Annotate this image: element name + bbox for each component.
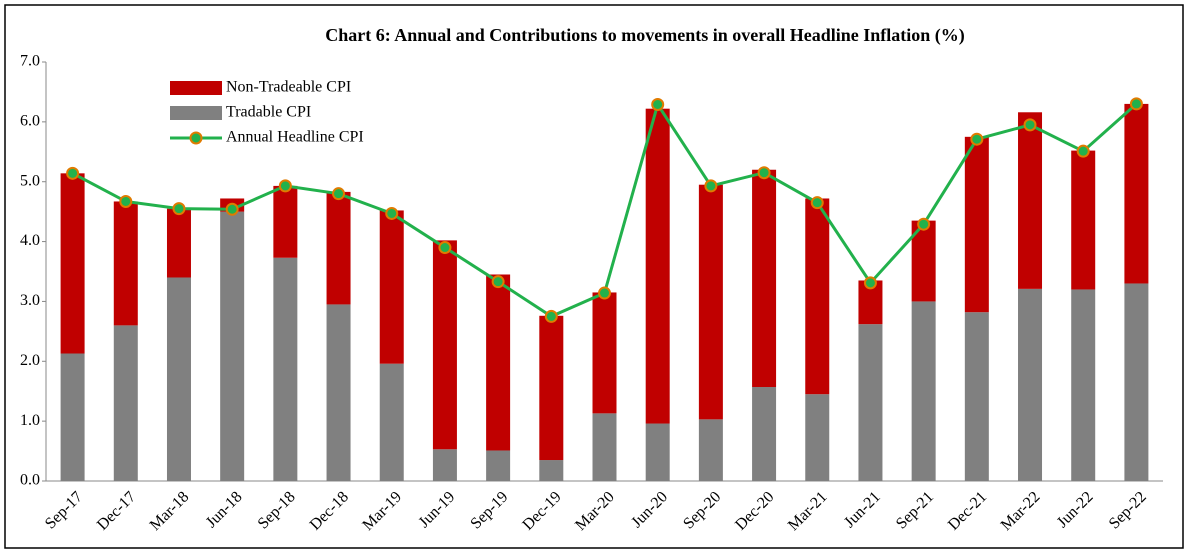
y-tick-label: 4.0 <box>20 232 40 249</box>
bar <box>60 353 85 481</box>
bar <box>539 460 564 481</box>
bar <box>326 191 351 305</box>
marker <box>1129 97 1143 111</box>
bar <box>858 324 883 481</box>
bar <box>432 449 457 481</box>
legend-swatch <box>170 106 222 120</box>
legend-swatch <box>170 81 222 95</box>
marker <box>491 275 505 289</box>
legend-marker <box>189 131 203 145</box>
bar <box>698 419 723 481</box>
marker <box>1023 118 1037 132</box>
bar <box>592 292 617 414</box>
marker <box>598 286 611 300</box>
marker <box>757 166 771 180</box>
bar <box>1018 288 1043 481</box>
marker <box>863 276 877 290</box>
bar <box>805 198 830 395</box>
marker <box>332 187 346 201</box>
bar <box>752 169 777 388</box>
bar <box>60 173 85 354</box>
bar <box>379 363 404 481</box>
bar <box>805 394 830 481</box>
legend-label: Tradable CPI <box>226 104 311 121</box>
bar <box>698 184 723 420</box>
bar <box>1124 103 1149 284</box>
marker <box>225 202 239 216</box>
bar <box>592 413 617 481</box>
bar <box>486 450 511 481</box>
y-tick-label: 7.0 <box>20 53 40 70</box>
bar <box>645 108 670 424</box>
bar <box>1071 150 1096 290</box>
y-tick-label: 2.0 <box>20 352 40 369</box>
bar <box>273 257 298 481</box>
bar <box>113 201 138 326</box>
bar <box>964 136 989 313</box>
y-tick-label: 5.0 <box>20 172 40 189</box>
marker <box>810 196 824 210</box>
bar <box>752 387 777 481</box>
bar <box>964 312 989 481</box>
legend-label: Non-Tradeable CPI <box>226 79 351 96</box>
marker <box>172 202 186 216</box>
marker <box>970 132 984 146</box>
bar <box>379 210 404 364</box>
bar <box>326 304 351 481</box>
marker <box>278 179 292 193</box>
marker <box>119 194 133 208</box>
marker <box>704 179 718 193</box>
marker <box>385 206 399 220</box>
bar <box>273 185 298 258</box>
marker <box>438 241 452 255</box>
bar <box>220 211 245 481</box>
bar <box>486 274 511 451</box>
marker <box>544 309 558 323</box>
bar <box>166 277 191 481</box>
marker <box>651 97 665 111</box>
bar <box>166 208 191 278</box>
marker <box>917 217 931 231</box>
bar <box>1018 112 1043 289</box>
y-tick-label: 6.0 <box>20 113 40 130</box>
y-tick-label: 1.0 <box>20 412 40 429</box>
bar <box>113 325 138 481</box>
bar <box>539 315 564 461</box>
y-tick-label: 0.0 <box>20 472 40 489</box>
bar <box>1071 289 1096 481</box>
bar <box>911 301 936 481</box>
bar <box>1124 283 1149 481</box>
bar <box>645 423 670 481</box>
y-tick-label: 3.0 <box>20 292 40 309</box>
marker <box>1076 144 1090 158</box>
marker <box>66 166 80 180</box>
bar <box>432 240 457 450</box>
legend-label: Annual Headline CPI <box>226 129 364 146</box>
chart-title: Chart 6: Annual and Contributions to mov… <box>325 25 965 46</box>
